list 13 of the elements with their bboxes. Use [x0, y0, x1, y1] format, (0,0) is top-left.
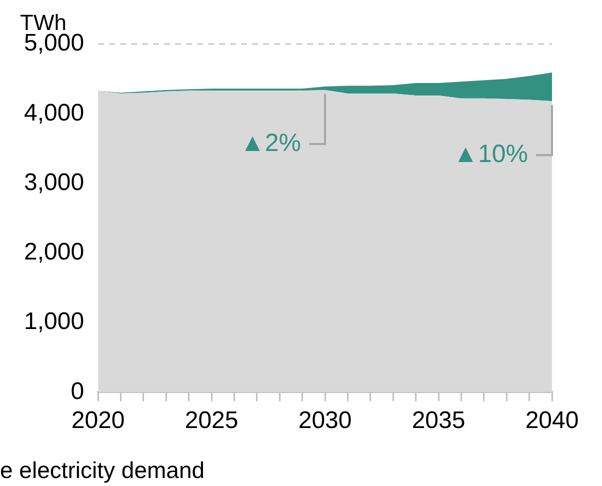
x-tick-label: 2030 [298, 407, 352, 434]
text: e electricity demand [0, 457, 205, 483]
x-tick-label: 2040 [525, 407, 579, 434]
annotation: ▲10% [453, 140, 528, 168]
annotation: ▲2% [240, 128, 302, 157]
y-tick-label: 0 [70, 378, 84, 405]
y-tick-label: 2,000 [24, 238, 84, 266]
y-tick-label: 1,000 [24, 308, 84, 336]
y-tick-label: 3,000 [24, 168, 84, 196]
x-tick-label: 2020 [71, 407, 125, 434]
x-tick-label: 2025 [184, 407, 238, 434]
x-tick-label: 2035 [412, 407, 466, 434]
y-tick-label: 4,000 [24, 99, 84, 126]
